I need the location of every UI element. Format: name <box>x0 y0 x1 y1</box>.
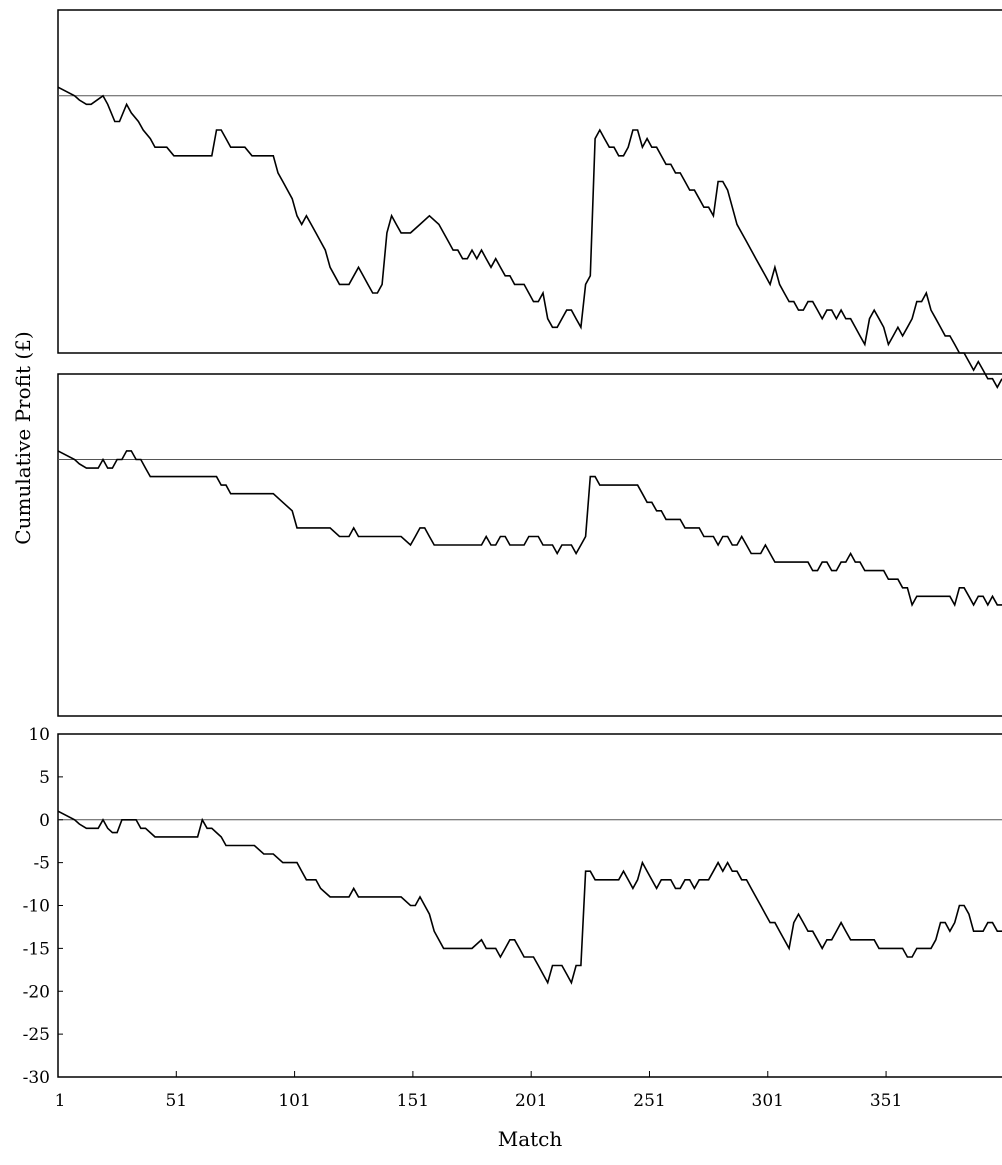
x-tick-labels: 1 51 101 151 201 251 301 351 <box>55 1071 902 1111</box>
panel-3: 10 5 0 -5 -10 -15 -20 -25 -30 <box>23 725 1002 1088</box>
y-tick-label: -30 <box>23 1068 50 1088</box>
y-tick-label: -10 <box>23 897 50 917</box>
x-tick-label: 301 <box>752 1091 784 1111</box>
x-tick-label: 1 <box>55 1091 66 1111</box>
y-tick-label: -20 <box>23 982 50 1002</box>
x-tick-label: 151 <box>397 1091 429 1111</box>
panel-frame <box>57 373 1002 717</box>
panel-frame <box>57 9 1002 354</box>
y-tick-label: -15 <box>23 939 50 959</box>
x-tick-label: 51 <box>165 1091 187 1111</box>
x-tick-label: 201 <box>515 1091 547 1111</box>
panel-frame <box>57 733 1002 1078</box>
y-tick-label: -5 <box>33 854 50 874</box>
profit-series-line <box>57 86 1002 389</box>
y-tick-label: 10 <box>28 725 50 745</box>
x-tick-label: 101 <box>278 1091 310 1111</box>
profit-series-line <box>57 450 1002 608</box>
y-tick-label: 5 <box>39 768 50 788</box>
x-axis-title: Match <box>498 1127 563 1151</box>
x-tick-label: 251 <box>633 1091 665 1111</box>
x-tick-label: 351 <box>870 1091 902 1111</box>
y-tick-label: 0 <box>39 811 50 831</box>
panel-1 <box>57 9 1002 389</box>
y-tick-label: -25 <box>23 1025 50 1045</box>
panel-2 <box>57 373 1002 717</box>
y-axis-title: Cumulative Profit (£) <box>11 331 35 544</box>
panels-layer: 10 5 0 -5 -10 -15 -20 -25 -30 <box>23 9 1002 1088</box>
profit-series-line <box>57 810 1002 985</box>
